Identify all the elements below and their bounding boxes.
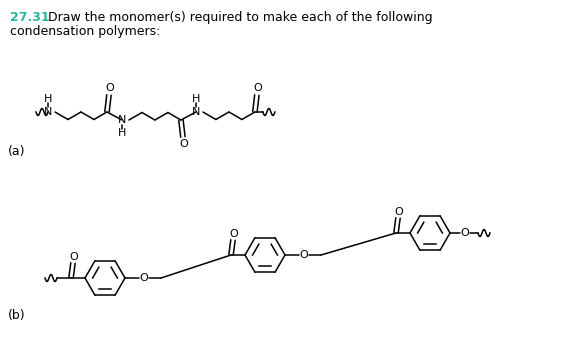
- Text: O: O: [105, 83, 114, 93]
- Text: (a): (a): [8, 145, 25, 159]
- Text: N: N: [44, 107, 52, 117]
- Text: N: N: [118, 115, 126, 125]
- Text: condensation polymers:: condensation polymers:: [10, 25, 160, 38]
- Text: Draw the monomer(s) required to make each of the following: Draw the monomer(s) required to make eac…: [48, 11, 433, 24]
- Text: 27.31: 27.31: [10, 11, 50, 24]
- Text: H: H: [118, 128, 126, 138]
- Text: O: O: [461, 228, 469, 238]
- Text: O: O: [395, 207, 403, 217]
- Text: H: H: [44, 94, 52, 104]
- Text: O: O: [140, 273, 148, 283]
- Text: O: O: [299, 250, 309, 260]
- Text: O: O: [230, 229, 239, 239]
- Text: O: O: [179, 139, 188, 149]
- Text: (b): (b): [8, 309, 25, 321]
- Text: H: H: [192, 94, 200, 104]
- Text: O: O: [253, 83, 262, 93]
- Text: O: O: [69, 252, 78, 262]
- Text: N: N: [192, 107, 200, 117]
